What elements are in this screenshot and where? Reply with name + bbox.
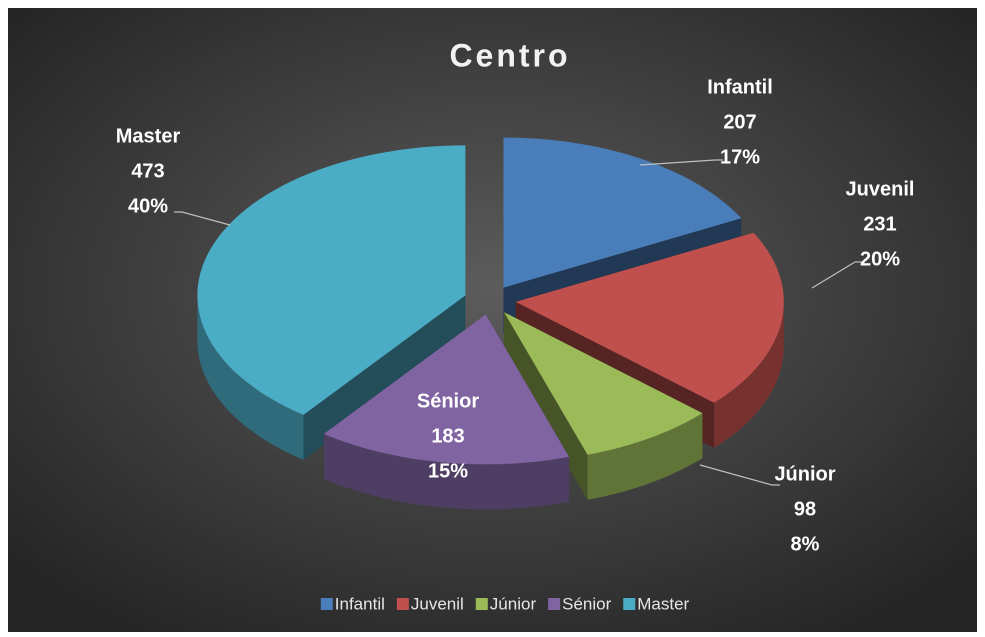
leader-line xyxy=(811,261,863,289)
legend-swatch xyxy=(548,598,561,610)
chart-background xyxy=(8,8,977,632)
leader-line xyxy=(174,211,231,226)
data-label-percent: 40% xyxy=(128,195,168,217)
legend-swatch xyxy=(623,598,636,610)
legend-label: Infantil xyxy=(335,594,385,613)
data-label-category: Júnior xyxy=(774,463,835,485)
data-label-percent: 17% xyxy=(720,146,760,168)
legend-swatch xyxy=(396,598,409,610)
slice-wall xyxy=(197,295,304,460)
data-label-percent: 8% xyxy=(791,533,820,555)
legend-label: Sénior xyxy=(562,594,611,613)
slice-side xyxy=(303,295,466,460)
data-label-value: 98 xyxy=(794,498,816,520)
slice-wall xyxy=(714,301,784,448)
slice-top xyxy=(323,314,570,465)
slice-wall xyxy=(323,433,570,510)
leader-line xyxy=(639,159,723,166)
data-label-category: Master xyxy=(116,125,181,147)
slice-top xyxy=(503,137,742,288)
legend-swatch xyxy=(320,598,333,610)
slice-wall xyxy=(587,413,703,500)
legend-label: Master xyxy=(637,594,689,613)
data-label-category: Juvenil xyxy=(846,178,915,200)
slice-top xyxy=(197,145,466,415)
data-label-value: 473 xyxy=(131,160,164,182)
leader-line xyxy=(699,464,780,486)
slice xyxy=(197,145,466,460)
data-label-percent: 20% xyxy=(860,248,900,270)
data-label-value: 183 xyxy=(431,425,464,447)
chart-title: Centro xyxy=(449,37,570,73)
legend-swatch xyxy=(475,598,488,610)
data-label-percent: 15% xyxy=(428,460,468,482)
legend: Infantil Juvenil Júnior Sénior Master xyxy=(320,594,690,613)
legend-label: Juvenil xyxy=(411,594,464,613)
slice-top xyxy=(504,312,703,455)
data-label-value: 231 xyxy=(863,213,896,235)
slice-top xyxy=(515,232,784,403)
data-label-category: Sénior xyxy=(417,390,479,412)
data-label-category: Infantil xyxy=(707,76,773,98)
legend-label: Júnior xyxy=(490,594,537,613)
slice xyxy=(323,314,570,510)
data-label-value: 207 xyxy=(723,111,756,133)
